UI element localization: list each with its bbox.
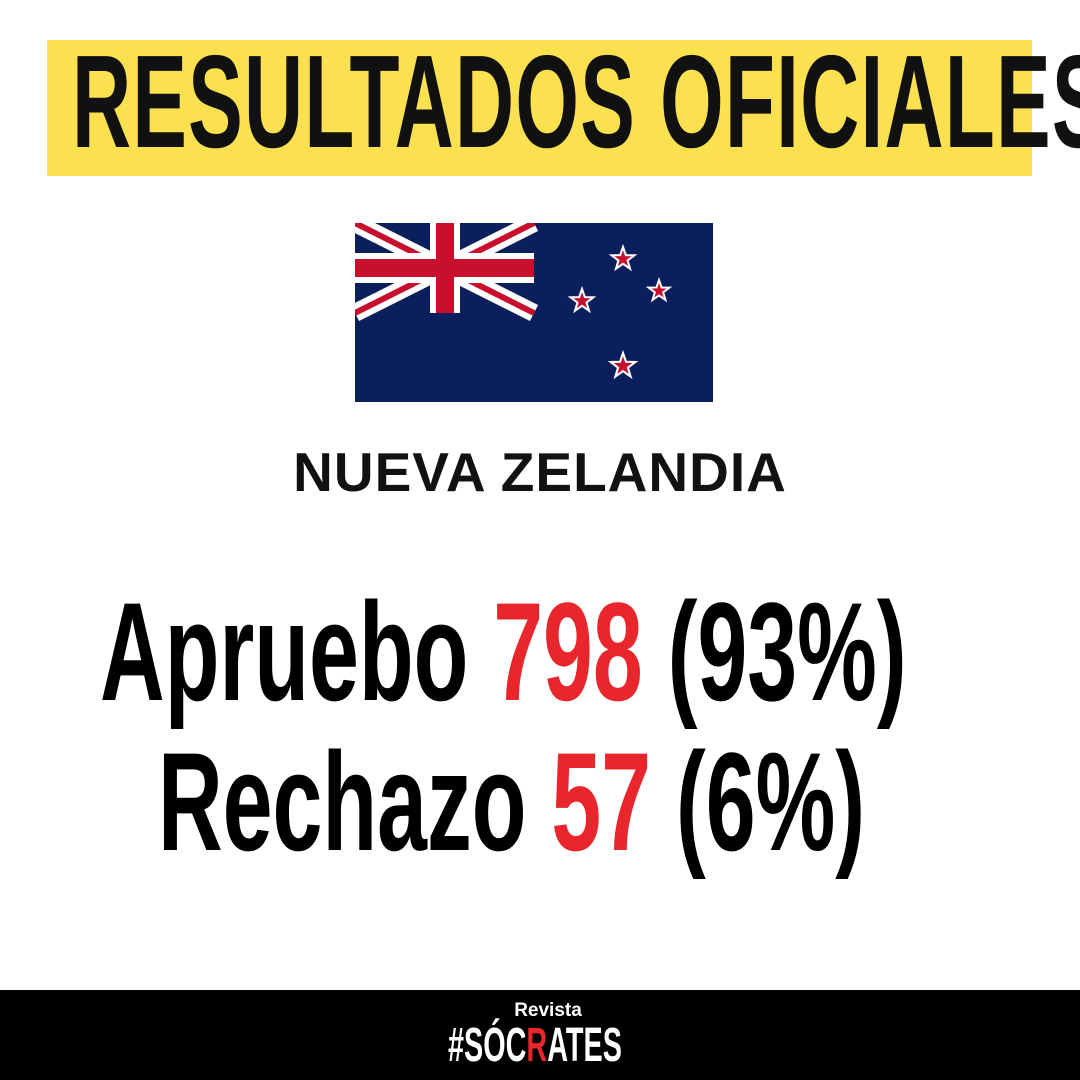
brand-prefix: #SÓC [448,1019,527,1072]
page-title: RESULTADOS OFICIALES [72,28,1080,175]
brand-suffix: ATES [547,1019,622,1072]
result-rechazo: Rechazo 57 (6%) [158,732,865,872]
country-name: NUEVA ZELANDIA [293,441,787,503]
brand-highlight: R [526,1019,548,1072]
brand-logo: #SÓCRATES [448,1022,622,1070]
footer-bar [0,990,1080,1080]
result-percent: (6%) [675,723,866,880]
footer-revista: Revista [514,1000,582,1021]
result-label: Apruebo [100,573,469,730]
new-zealand-flag-icon [355,223,713,402]
result-label: Rechazo [158,723,527,880]
result-percent: (93%) [667,573,907,730]
result-votes: 57 [551,723,652,880]
result-votes: 798 [493,573,643,730]
title-banner [47,40,1032,176]
result-apruebo: Apruebo 798 (93%) [100,582,907,722]
